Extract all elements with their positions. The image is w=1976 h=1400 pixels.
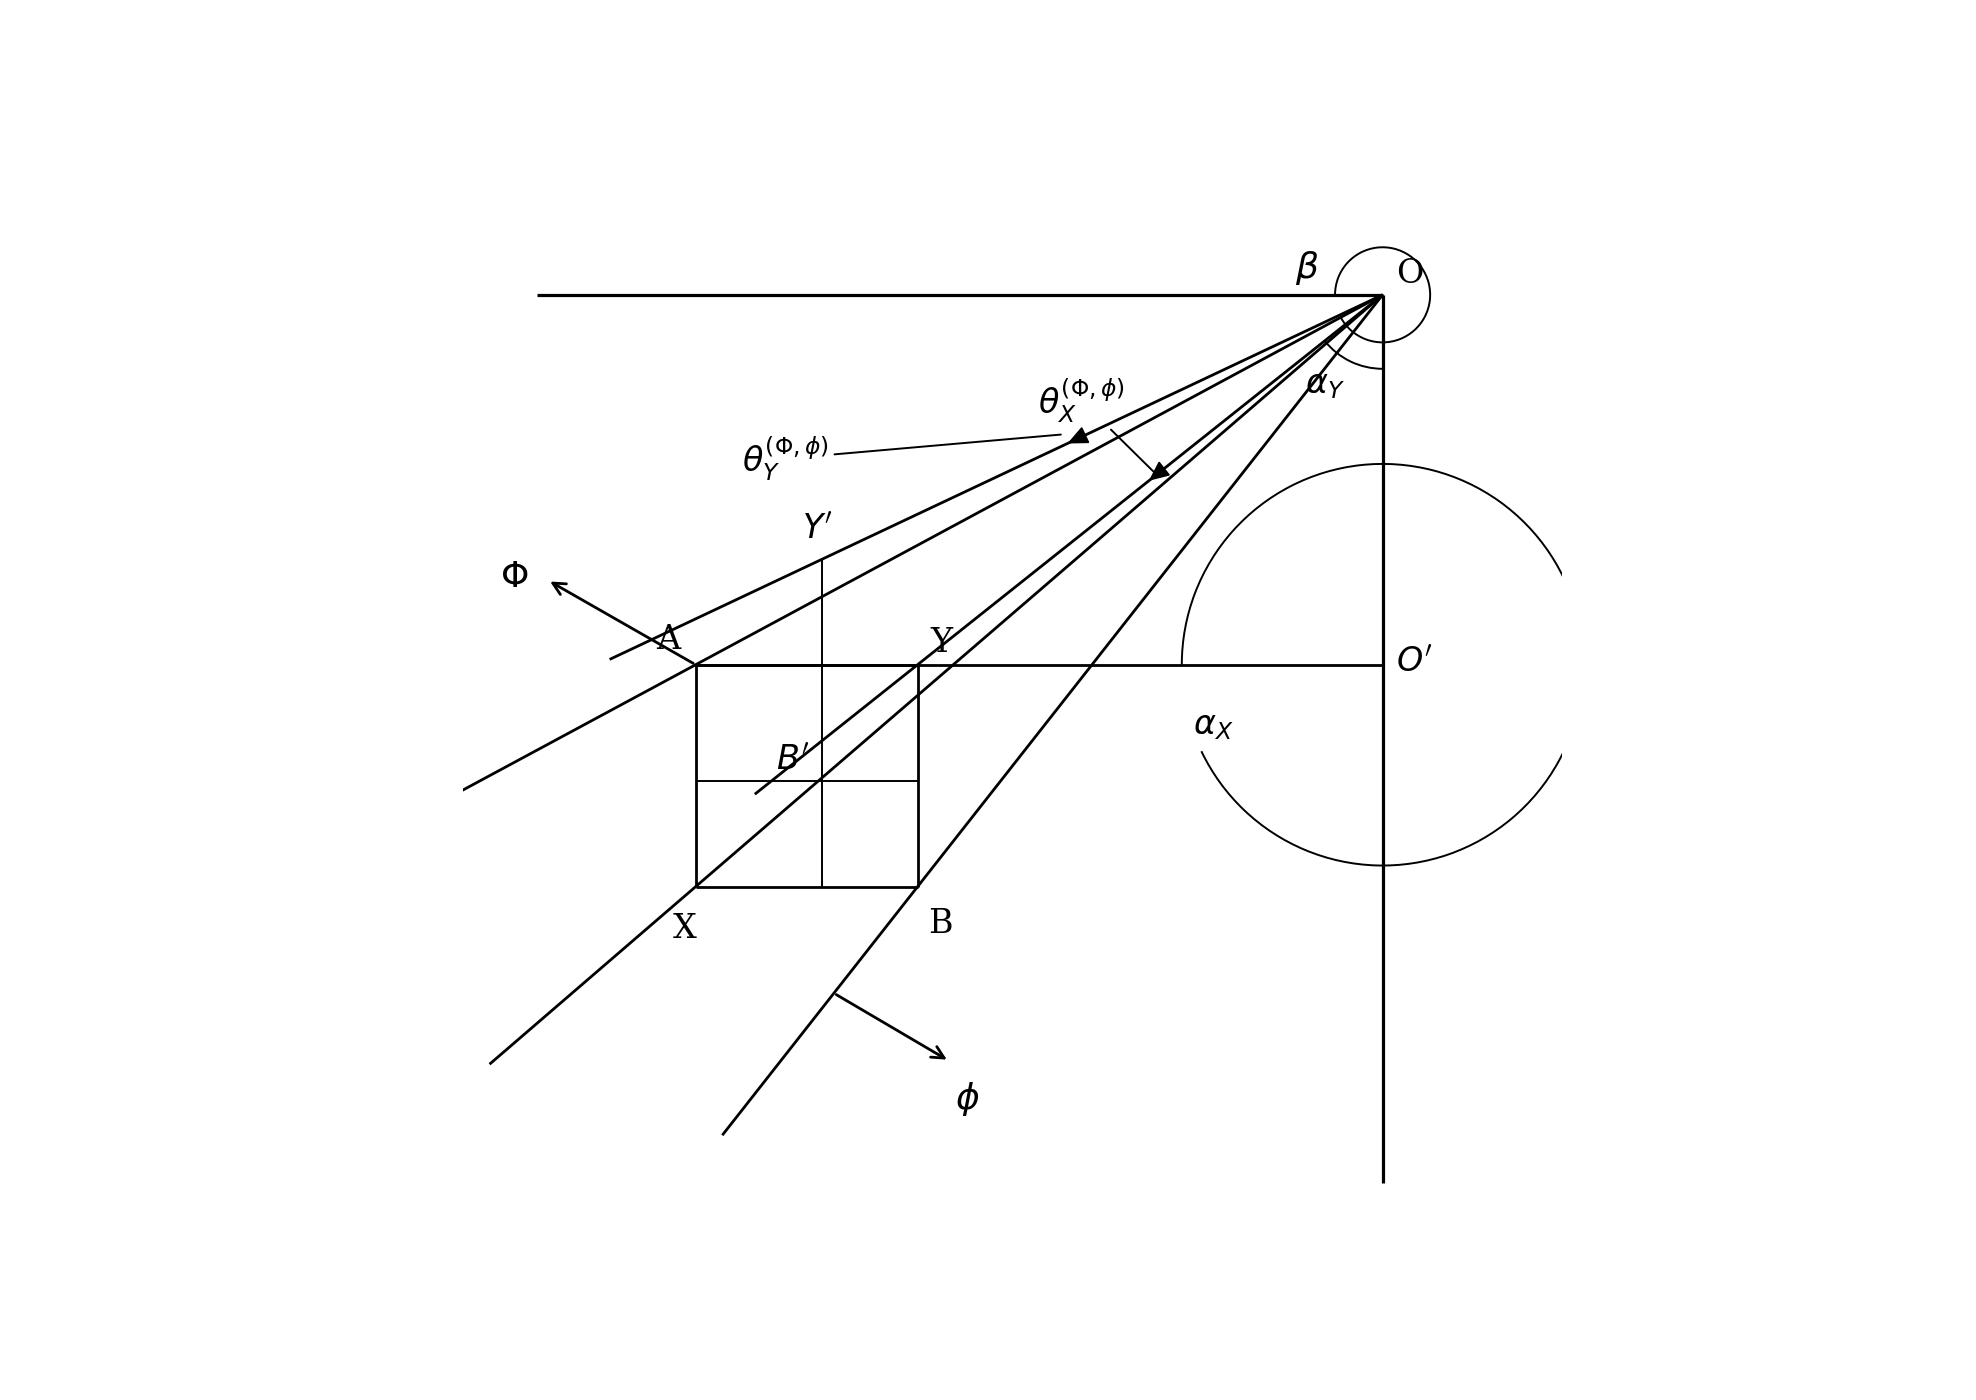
Text: $\alpha_Y$: $\alpha_Y$: [1304, 368, 1344, 400]
Polygon shape: [1150, 462, 1170, 480]
Text: O: O: [1397, 258, 1425, 290]
Text: A: A: [656, 624, 682, 657]
Text: $B'$: $B'$: [777, 745, 810, 777]
Text: Y: Y: [931, 627, 952, 659]
Text: $\phi$: $\phi$: [954, 1079, 980, 1119]
Text: X: X: [674, 913, 698, 945]
Text: $\theta_X^{(\Phi,\phi)}$: $\theta_X^{(\Phi,\phi)}$: [1037, 377, 1154, 472]
Text: $\beta$: $\beta$: [1294, 249, 1318, 287]
Text: B: B: [929, 907, 952, 939]
Text: $O'$: $O'$: [1397, 647, 1433, 679]
Polygon shape: [1069, 428, 1089, 442]
Text: $Y'$: $Y'$: [802, 514, 832, 546]
Text: $\alpha_X$: $\alpha_X$: [1194, 710, 1233, 742]
Text: $\Phi$: $\Phi$: [500, 560, 530, 594]
Text: $\theta_Y^{(\Phi,\phi)}$: $\theta_Y^{(\Phi,\phi)}$: [743, 434, 1061, 483]
